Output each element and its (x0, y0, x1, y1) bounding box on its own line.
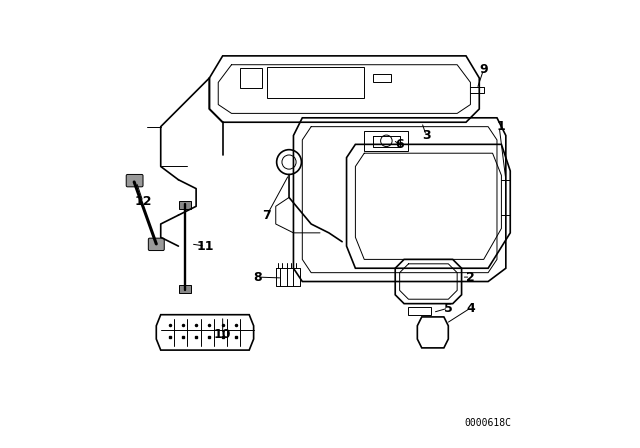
Text: 9: 9 (479, 63, 488, 76)
Bar (179, 201, 191, 208)
Text: 3: 3 (422, 129, 431, 142)
Bar (408, 307, 431, 314)
Text: 12: 12 (134, 195, 152, 208)
Text: 10: 10 (214, 328, 232, 341)
Text: 8: 8 (253, 271, 262, 284)
Text: 1: 1 (497, 120, 506, 133)
Text: 5: 5 (444, 302, 452, 314)
FancyBboxPatch shape (148, 238, 164, 250)
Text: 4: 4 (466, 302, 475, 314)
Text: 0000618C: 0000618C (465, 418, 511, 428)
Text: 11: 11 (196, 240, 214, 253)
Text: 6: 6 (396, 138, 404, 151)
Bar (179, 284, 191, 293)
Text: 7: 7 (262, 209, 271, 222)
FancyBboxPatch shape (126, 174, 143, 187)
Text: 2: 2 (466, 271, 475, 284)
